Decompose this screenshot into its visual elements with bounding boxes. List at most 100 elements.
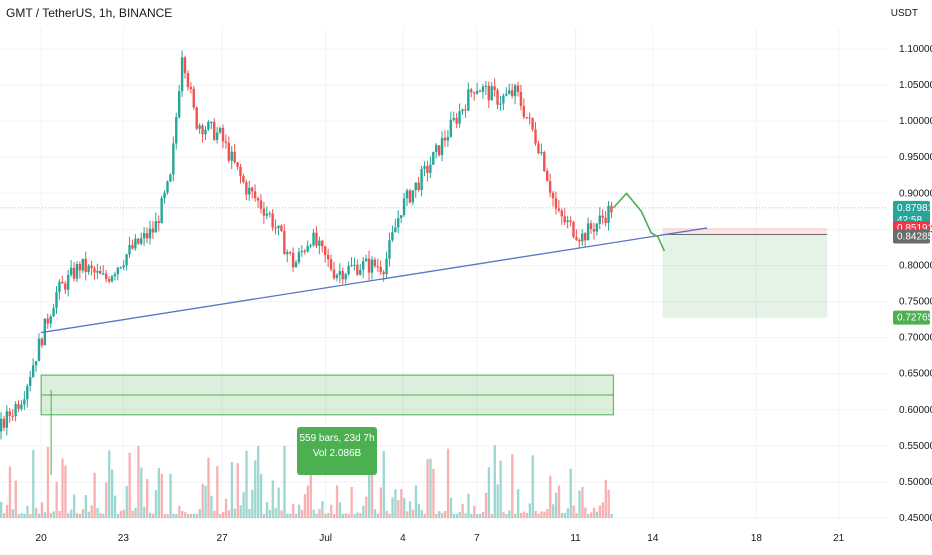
candle-body xyxy=(58,281,61,293)
volume-bar xyxy=(508,510,511,518)
volume-bar xyxy=(32,450,35,518)
volume-bar xyxy=(110,469,114,518)
volume-bar xyxy=(207,457,210,518)
volume-bar xyxy=(49,513,52,518)
candle-body xyxy=(540,152,543,154)
candle-body xyxy=(87,265,90,272)
volume-bar xyxy=(598,505,602,518)
volume-bar xyxy=(423,513,426,518)
volume-bar xyxy=(148,512,152,518)
volume-bar xyxy=(87,511,90,518)
candle-body xyxy=(575,236,578,240)
volume-bar xyxy=(78,513,82,518)
volume-bar xyxy=(487,467,491,518)
volume-bar xyxy=(257,446,260,518)
volume-bar xyxy=(286,513,289,518)
volume-bar xyxy=(484,492,488,518)
volume-bar xyxy=(37,513,41,518)
candle-body xyxy=(429,164,432,173)
range-volume-text: Vol 2.086B xyxy=(312,448,362,459)
volume-bar xyxy=(312,509,315,518)
volume-bar xyxy=(531,455,534,518)
candle-body xyxy=(303,251,306,253)
volume-bar xyxy=(172,513,175,518)
candle-body xyxy=(578,239,581,242)
volume-bar xyxy=(414,485,418,518)
candle-body xyxy=(493,86,496,91)
volume-bar xyxy=(309,461,312,518)
candle-body xyxy=(11,415,14,417)
volume-bar xyxy=(128,452,131,518)
volume-bar xyxy=(151,513,155,518)
candle-body xyxy=(265,213,268,216)
volume-bar xyxy=(347,513,350,518)
candle-body xyxy=(37,338,41,362)
volume-bar xyxy=(268,509,272,518)
volume-bar xyxy=(204,485,207,518)
volume-bar xyxy=(210,495,213,518)
candle-body xyxy=(116,267,120,275)
volume-bar xyxy=(20,513,23,518)
volume-bar xyxy=(119,510,123,518)
candle-body xyxy=(78,264,82,271)
candle-body xyxy=(31,365,35,378)
candle-body xyxy=(20,404,23,409)
volume-bar xyxy=(198,509,201,518)
volume-bar xyxy=(408,501,412,518)
candle-body xyxy=(198,125,201,129)
candle-body xyxy=(329,259,333,270)
price-badge-text-stop: 0.85191 xyxy=(897,223,932,234)
candle-body xyxy=(110,276,114,282)
x-tick-label: 11 xyxy=(570,533,581,544)
candle-body xyxy=(201,125,204,135)
price-badge-text-current_price: 0.87981 xyxy=(897,203,932,214)
volume-bar xyxy=(169,473,172,518)
y-tick-label: 0.95000 xyxy=(899,152,932,163)
volume-bar xyxy=(537,513,540,518)
candle-body xyxy=(399,215,403,219)
volume-bar xyxy=(522,511,526,518)
volume-bar xyxy=(341,513,345,518)
candle-body xyxy=(134,238,137,249)
candle-body xyxy=(437,145,441,156)
candle-body xyxy=(99,270,102,274)
candle-body xyxy=(391,232,394,241)
candle-body xyxy=(34,361,38,366)
volume-bar xyxy=(554,492,558,518)
candle-body xyxy=(347,265,350,275)
candle-body xyxy=(55,292,58,308)
candle-body xyxy=(528,117,531,119)
volume-bar xyxy=(426,459,429,518)
volume-bar xyxy=(578,490,581,518)
volume-bar xyxy=(122,509,125,518)
volume-bar xyxy=(251,489,254,518)
candle-body xyxy=(283,230,286,255)
candle-body xyxy=(394,227,397,233)
candle-body xyxy=(207,121,210,130)
volume-bar xyxy=(58,510,61,518)
volume-bar xyxy=(52,511,55,518)
volume-bar xyxy=(557,485,561,518)
y-tick-label: 0.45000 xyxy=(899,513,932,524)
volume-bar xyxy=(449,497,453,518)
volume-bar xyxy=(534,510,537,518)
volume-bar xyxy=(239,505,242,518)
volume-bar xyxy=(581,486,584,518)
candle-body xyxy=(367,258,371,273)
candle-body xyxy=(239,166,242,176)
volume-bar xyxy=(455,513,458,518)
volume-bar xyxy=(525,512,529,518)
volume-bar xyxy=(327,512,330,518)
volume-bar xyxy=(102,513,105,518)
candle-body xyxy=(286,252,289,255)
y-tick-label: 1.05000 xyxy=(899,80,932,91)
y-tick-label: 0.50000 xyxy=(899,477,932,488)
volume-bar xyxy=(382,451,385,518)
volume-bar xyxy=(356,512,359,518)
candle-body xyxy=(160,198,163,224)
volume-bar xyxy=(353,513,356,518)
candle-body xyxy=(23,399,26,405)
candle-body xyxy=(166,181,169,193)
